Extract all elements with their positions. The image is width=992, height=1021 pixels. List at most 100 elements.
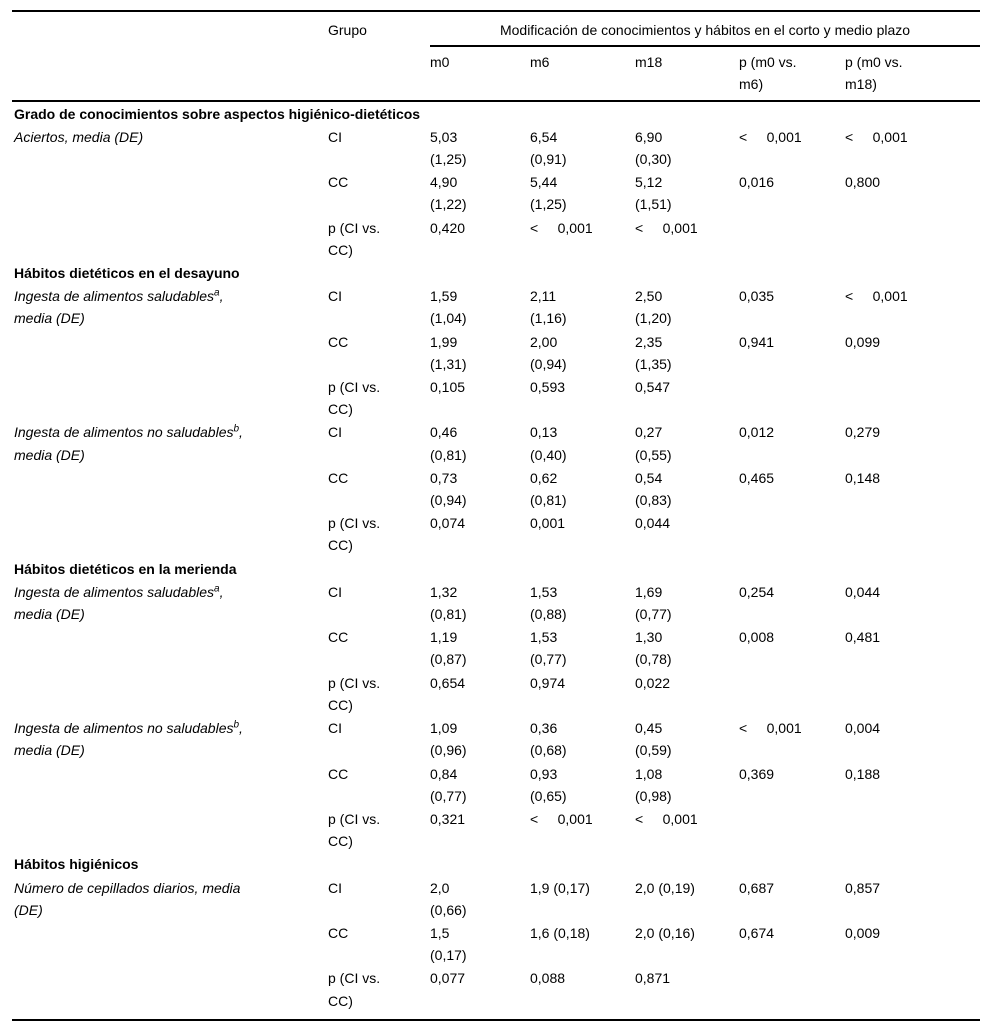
value-cell-m0: 1,99 (1,31)	[430, 333, 467, 372]
value-cell-p-m0-vs-m18: 0,044	[845, 583, 881, 600]
group-cell: CI	[328, 879, 342, 896]
row-label	[12, 330, 328, 375]
value-cell-m6: 0,13 (0,40)	[530, 424, 567, 463]
header-m0: m0	[430, 46, 530, 102]
value-cell-m18: 1,08 (0,98)	[635, 765, 672, 804]
value-cell-m6: 1,9 (0,17)	[530, 879, 590, 896]
value-cell-m0: 1,32 (0,81)	[430, 583, 467, 623]
row-label	[12, 921, 328, 966]
value-cell-p-m0-vs-m18: 0,481	[845, 629, 881, 646]
value-cell-m18: 0,54 (0,83)	[635, 469, 672, 509]
value-cell-m18: 2,50 (1,20)	[635, 288, 672, 327]
header-empty-cell	[12, 46, 328, 102]
value-cell-p-m0-vs-m18	[845, 807, 980, 852]
header-row-subcolumns: m0 m6 m18 p (m0 vs. m6) p (m0 vs. m18)	[12, 46, 981, 102]
row-label: Ingesta de alimentos no saludablesb, med…	[12, 420, 328, 465]
group-cell: CC	[328, 629, 349, 646]
value-cell-p-m0-vs-m6: 0,941	[739, 333, 775, 350]
value-cell-m6: 6,54 (0,91)	[530, 128, 567, 168]
value-cell-m18: 1,69 (0,77)	[635, 583, 672, 623]
table-row: CC 4,90 (1,22) 5,44 (1,25) 5,12 (1,51) 0,016…	[12, 170, 980, 215]
value-cell-m6: 0,001	[530, 515, 566, 532]
row-label-text: Aciertos, media (DE)	[14, 128, 144, 145]
value-cell-m6: 0,593	[530, 379, 566, 396]
value-cell-p-m0-vs-m6: < 0,001	[739, 720, 802, 737]
value-cell-p-m0-vs-m18: 0,857	[845, 879, 881, 896]
group-cell: CC	[328, 174, 349, 191]
value-cell-m6: 1,6 (0,18)	[530, 924, 590, 941]
section-row: Hábitos higiénicos	[12, 852, 980, 875]
group-cell: CC	[328, 333, 349, 350]
value-cell-m0: 1,19 (0,87)	[430, 629, 467, 668]
value-cell-m0: 0,420	[430, 219, 466, 236]
section-row: Hábitos dietéticos en la merienda	[12, 557, 980, 580]
value-cell-p-m0-vs-m6: 0,254	[739, 583, 775, 600]
value-cell-m6: 0,36 (0,68)	[530, 720, 567, 759]
value-cell-p-m0-vs-m18: 0,800	[845, 174, 881, 191]
value-cell-m18: 6,90 (0,30)	[635, 128, 672, 168]
group-cell: CC	[328, 924, 349, 941]
value-cell-m0: 1,5 (0,17)	[430, 924, 467, 964]
value-cell-p-m0-vs-m18: 0,148	[845, 469, 881, 486]
value-cell-p-m0-vs-m18: < 0,001	[845, 128, 908, 145]
value-cell-p-m0-vs-m18	[845, 966, 980, 1019]
footnote-marker: a	[214, 287, 220, 299]
value-cell-p-m0-vs-m18	[845, 511, 980, 556]
group-cell: CI	[328, 583, 342, 600]
value-cell-p-m0-vs-m6: 0,016	[739, 174, 775, 191]
value-cell-m0: 0,654	[430, 674, 466, 691]
value-cell-m18: 5,12 (1,51)	[635, 174, 672, 213]
table-row: p (CI vs. CC) 0,654 0,974 0,022	[12, 671, 980, 716]
table-row: p (CI vs. CC) 0,321 < 0,001 < 0,001	[12, 807, 980, 852]
value-cell-m6: < 0,001	[530, 219, 593, 236]
table-row: CC 0,84 (0,77) 0,93 (0,65) 1,08 (0,98) 0,369…	[12, 762, 980, 807]
header-row-top: Grupo Modificación de conocimientos y há…	[12, 11, 981, 48]
value-cell-m6: 2,11 (1,16)	[530, 288, 567, 327]
header-span-title: Modificación de conocimientos y hábitos …	[430, 11, 981, 48]
row-label	[12, 170, 328, 215]
value-cell-m18: 2,0 (0,16)	[635, 924, 695, 941]
group-cell: p (CI vs. CC)	[328, 810, 381, 850]
value-cell-p-m0-vs-m18: 0,188	[845, 765, 881, 782]
value-cell-p-m0-vs-m6: 0,674	[739, 924, 775, 941]
row-label-text: , media (DE)	[14, 424, 243, 463]
row-label	[12, 807, 328, 852]
value-cell-p-m0-vs-m18: < 0,001	[845, 288, 908, 305]
row-label	[12, 625, 328, 670]
value-cell-p-m0-vs-m18: 0,009	[845, 924, 881, 941]
value-cell-p-m0-vs-m18	[845, 375, 980, 420]
value-cell-p-m0-vs-m6: < 0,001	[739, 128, 802, 145]
table-body: Grado de conocimientos sobre aspectos hi…	[12, 101, 980, 1020]
row-label-text: Número de cepillados diarios, media	[14, 879, 241, 896]
group-cell: p (CI vs. CC)	[328, 219, 381, 258]
section-row: Grado de conocimientos sobre aspectos hi…	[12, 101, 980, 125]
value-cell-p-m0-vs-m6: 0,369	[739, 765, 775, 782]
table-row: Número de cepillados diarios, media (DE)…	[12, 876, 980, 921]
value-cell-m0: 0,46 (0,81)	[430, 424, 467, 463]
value-cell-m6: 0,088	[530, 970, 566, 987]
value-cell-p-m0-vs-m18	[845, 216, 980, 261]
value-cell-m6: 5,44 (1,25)	[530, 174, 567, 213]
footnote-marker: a	[214, 583, 220, 595]
results-table: Grupo Modificación de conocimientos y há…	[12, 10, 981, 1021]
value-cell-m18: 2,35 (1,35)	[635, 333, 672, 372]
table-row: p (CI vs. CC) 0,105 0,593 0,547	[12, 375, 980, 420]
table-row: Ingesta de alimentos no saludablesb, med…	[12, 420, 980, 465]
section-heading: Hábitos dietéticos en el desayuno	[14, 265, 240, 282]
value-cell-m18: 0,871	[635, 970, 671, 987]
row-label-text: , media (DE)	[14, 288, 224, 327]
header-empty-cell	[328, 46, 430, 102]
value-cell-m0: 0,105	[430, 379, 466, 396]
value-cell-p-m0-vs-m6: 0,035	[739, 288, 775, 305]
value-cell-m6: 1,53 (0,77)	[530, 629, 567, 668]
row-label	[12, 466, 328, 511]
value-cell-m6: 2,00 (0,94)	[530, 333, 567, 372]
footnote-marker: b	[233, 719, 240, 731]
value-cell-p-m0-vs-m18: 0,099	[845, 333, 881, 350]
section-heading: Grado de conocimientos sobre aspectos hi…	[14, 105, 421, 122]
group-cell: CI	[328, 720, 342, 737]
row-label	[12, 671, 328, 716]
value-cell-m0: 0,73 (0,94)	[430, 469, 467, 509]
row-label-text: Ingesta de alimentos saludables	[14, 583, 215, 600]
